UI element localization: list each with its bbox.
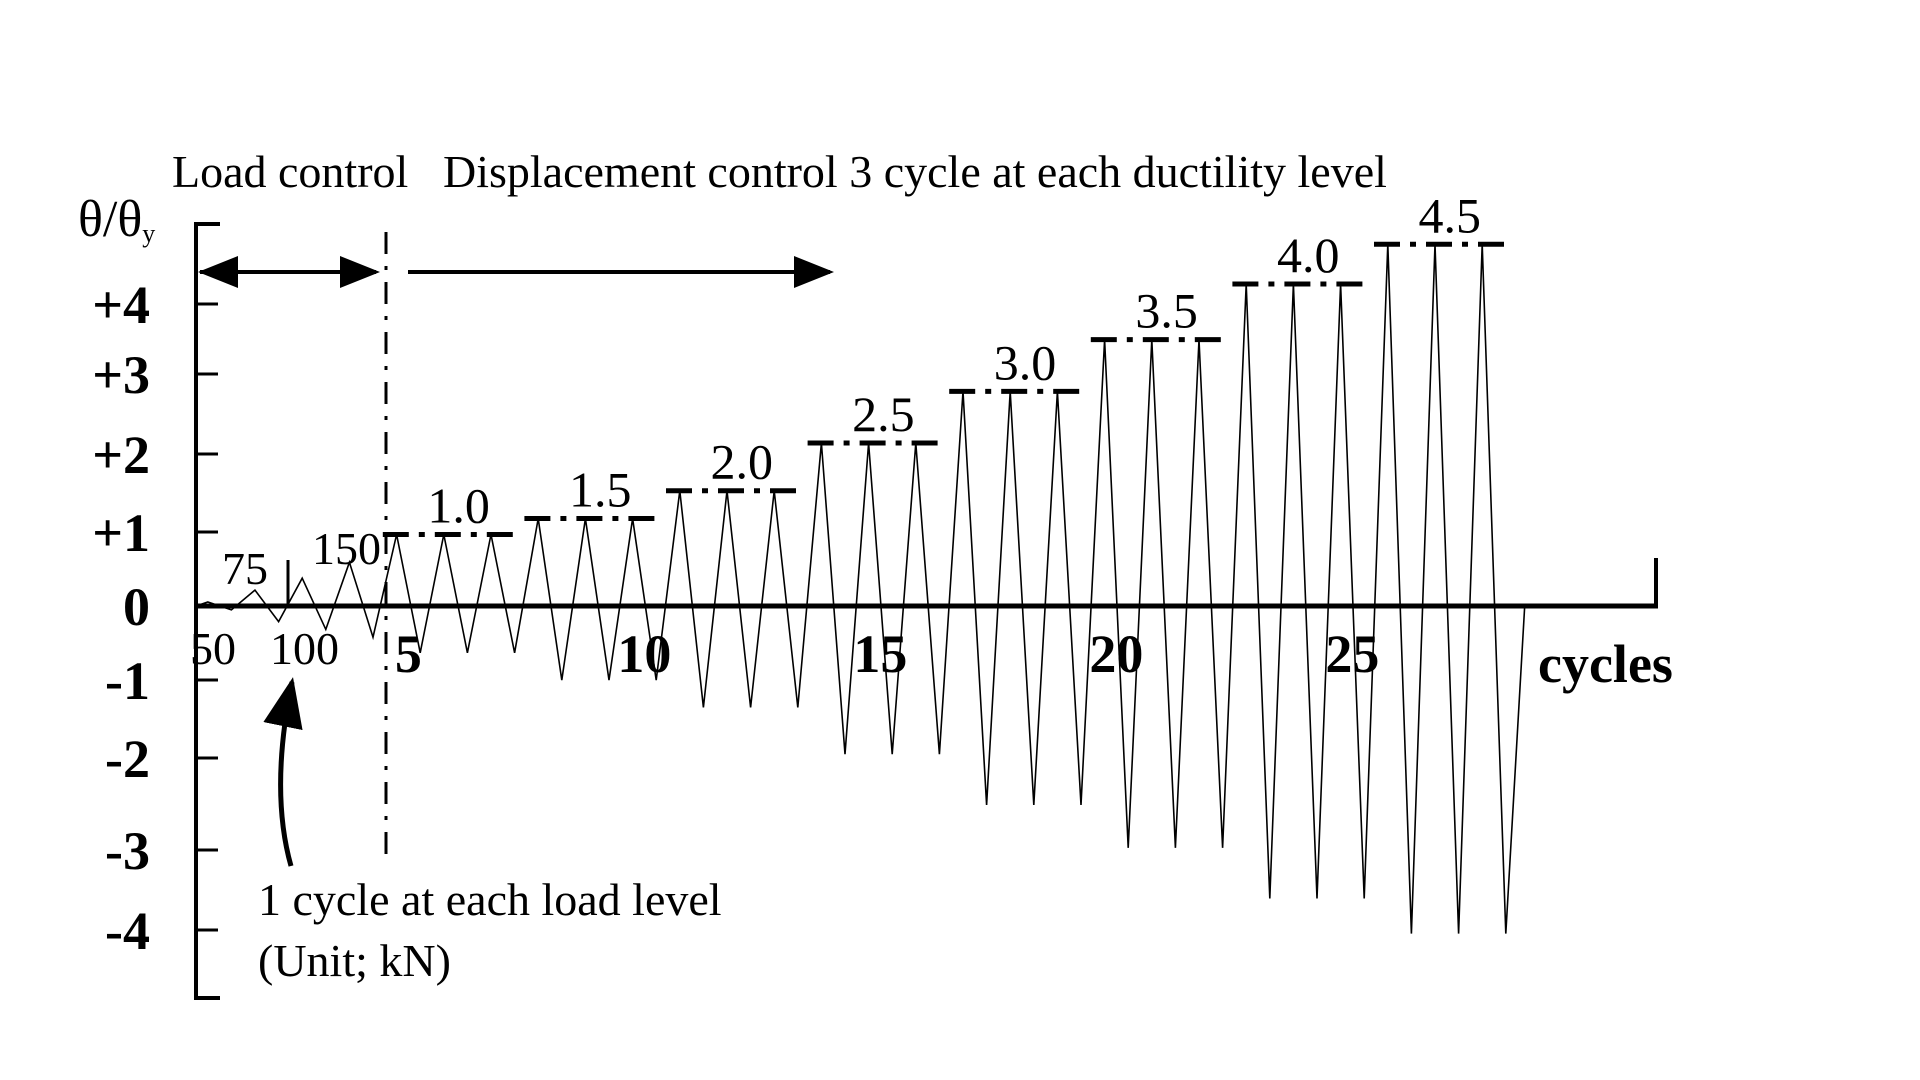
- ductility-level-label: 1.0: [427, 477, 490, 533]
- x-tick-label: 5: [395, 624, 422, 684]
- ductility-level-label: 1.5: [569, 462, 632, 518]
- y-tick-label: +4: [92, 275, 150, 335]
- load-level-label: 50: [190, 623, 236, 674]
- load-level-label: 150: [312, 523, 381, 574]
- phase-label-load-control: Load control: [172, 146, 408, 197]
- ductility-level-label: 2.5: [852, 386, 915, 442]
- y-tick-label: +1: [92, 503, 150, 563]
- x-axis-label: cycles: [1538, 634, 1673, 694]
- x-tick-label: 20: [1089, 624, 1143, 684]
- loading-history-series: [195, 244, 1526, 934]
- ductility-level-label: 4.0: [1277, 227, 1340, 283]
- ductility-level-label: 2.0: [711, 434, 774, 490]
- y-axis-label: θ/θy: [78, 191, 155, 248]
- load-note-line-2: (Unit; kN): [258, 935, 451, 986]
- ductility-level-markers: 1.0 1.5 2.0 2.5 3.0 3.5 4.0 4.5: [382, 187, 1514, 537]
- y-tick-label: 0: [123, 577, 150, 637]
- ductility-level-label: 4.5: [1419, 187, 1482, 243]
- y-tick-label: +2: [92, 425, 150, 485]
- y-tick-label: -4: [105, 901, 150, 961]
- y-tick-label: +3: [92, 345, 150, 405]
- y-tick-label: -1: [105, 651, 150, 711]
- ductility-level-label: 3.5: [1135, 283, 1198, 339]
- load-note-line-1: 1 cycle at each load level: [258, 874, 722, 925]
- load-note-arrow: [263, 677, 303, 867]
- loading-history-line: [195, 244, 1526, 934]
- y-axis-ticks: +4 +3 +2 +1 0 -1 -2 -3 -4: [92, 275, 218, 961]
- ductility-level-label: 3.0: [994, 334, 1057, 390]
- y-tick-label: -2: [105, 729, 150, 789]
- load-level-label: 75: [222, 543, 268, 594]
- y-axis-label-subscript: y: [142, 219, 155, 248]
- x-tick-label: 25: [1325, 624, 1379, 684]
- load-level-label: 100: [270, 623, 339, 674]
- phase-label-displacement-control: Displacement control 3 cycle at each duc…: [443, 146, 1387, 197]
- x-tick-label: 10: [617, 624, 671, 684]
- y-axis-label-main: θ/θ: [78, 191, 142, 248]
- y-tick-label: -3: [105, 821, 150, 881]
